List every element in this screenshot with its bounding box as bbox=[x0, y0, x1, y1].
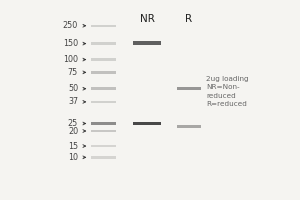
Text: 50: 50 bbox=[68, 84, 78, 93]
Bar bbox=[91, 58, 116, 61]
Bar bbox=[91, 101, 116, 103]
Bar bbox=[91, 130, 116, 132]
Text: 250: 250 bbox=[63, 21, 78, 30]
Text: R: R bbox=[184, 14, 192, 24]
Text: 20: 20 bbox=[68, 127, 78, 136]
Bar bbox=[91, 71, 116, 74]
Text: 37: 37 bbox=[68, 97, 78, 106]
Text: 25: 25 bbox=[68, 119, 78, 128]
Bar bbox=[91, 145, 116, 147]
Text: 15: 15 bbox=[68, 142, 78, 151]
Bar bbox=[177, 125, 201, 128]
Bar bbox=[133, 41, 161, 45]
Text: 150: 150 bbox=[63, 39, 78, 48]
Text: 100: 100 bbox=[63, 55, 78, 64]
Text: 75: 75 bbox=[68, 68, 78, 77]
Bar bbox=[133, 122, 161, 125]
Bar bbox=[91, 122, 116, 125]
Bar bbox=[91, 156, 116, 159]
Bar bbox=[91, 25, 116, 27]
Bar bbox=[177, 87, 201, 90]
Text: 2ug loading
NR=Non-
reduced
R=reduced: 2ug loading NR=Non- reduced R=reduced bbox=[206, 76, 249, 107]
Text: NR: NR bbox=[140, 14, 154, 24]
Text: 10: 10 bbox=[68, 153, 78, 162]
Bar bbox=[91, 87, 116, 90]
Bar bbox=[91, 42, 116, 45]
